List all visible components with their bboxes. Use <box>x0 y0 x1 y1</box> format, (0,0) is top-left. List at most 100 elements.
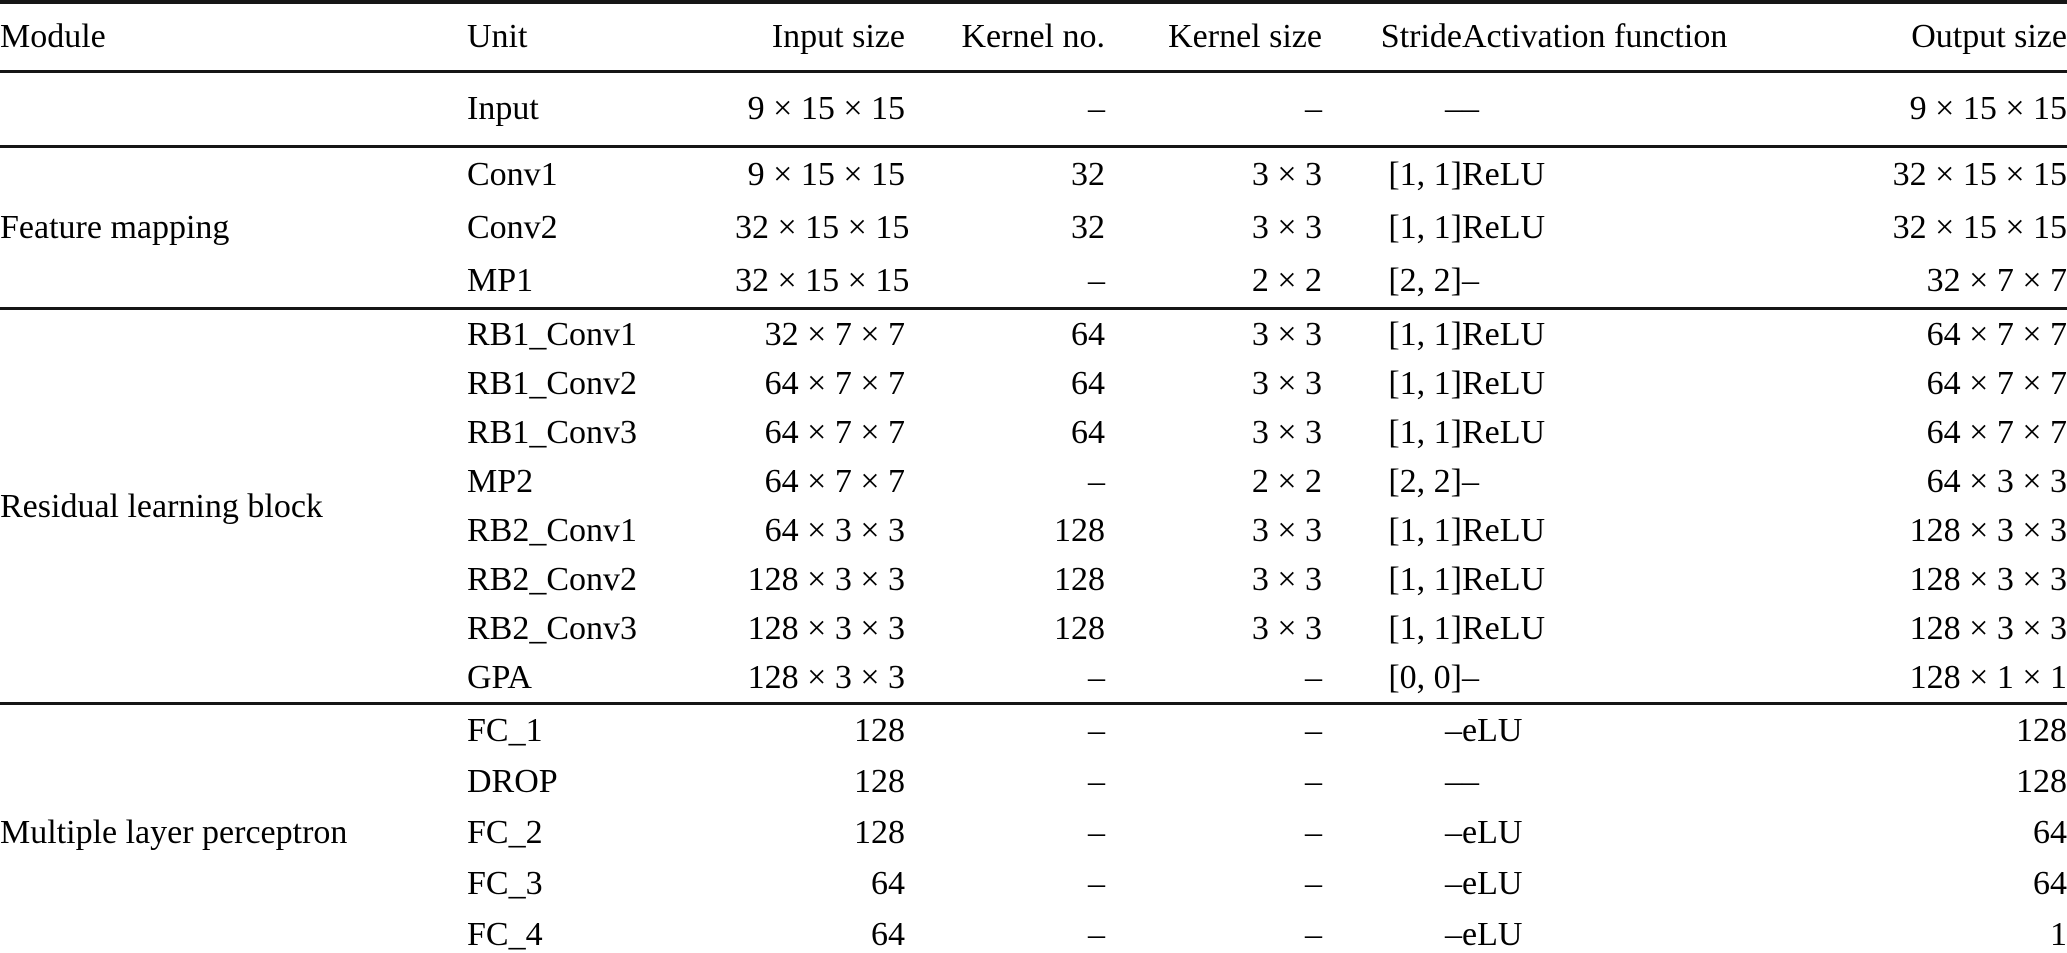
table-row: DROP 128– – – –128 <box>0 756 2067 807</box>
cell-output-size: 128 × 3 × 3 <box>1909 512 2067 549</box>
cell-kernel-no: 64 <box>1071 414 1105 451</box>
cell-unit: RB1_Conv3 <box>467 414 638 451</box>
table-header: Module Unit Input size Kernel no. Kernel… <box>0 2 2067 72</box>
cell-input-size: 32 × 15 × 15 <box>735 262 910 299</box>
cell-kernel-size: 3 × 3 <box>1251 561 1322 598</box>
cell-output-size: 1 <box>2050 916 2067 953</box>
cell-activation: ReLU <box>1462 316 1546 353</box>
cell-unit: RB2_Conv1 <box>467 512 638 549</box>
table-row: FC_3 64– – – eLU 64 <box>0 858 2067 909</box>
cell-activation: ReLU <box>1462 512 1546 549</box>
table-row: RB2_Conv1 64 × 3 × 3 128 3 × 3 [1, 1] ReLU 128… <box>0 506 2067 555</box>
cell-module: Multiple layer perceptron <box>0 814 348 851</box>
cell-unit: FC_4 <box>467 916 543 953</box>
cell-output-size: 128 <box>2016 712 2067 749</box>
cell-kernel-size: – <box>1305 712 1322 749</box>
cell-input-size: 128 <box>854 712 905 749</box>
cell-output-size: 64 <box>2033 814 2067 851</box>
table-row: RB1_Conv2 64 × 7 × 7 64 3 × 3 [1, 1] ReLU 64 ×… <box>0 359 2067 408</box>
cell-activation: – <box>1462 659 1479 696</box>
table-section: Multiple layer perceptron FC_1 128– – – eLU 12… <box>0 703 2067 953</box>
cell-output-size: 32 × 7 × 7 <box>1926 262 2067 299</box>
cell-output-size: 32 × 15 × 15 <box>1892 156 2067 193</box>
cell-kernel-size: 3 × 3 <box>1251 156 1322 193</box>
cell-output-size: 64 × 3 × 3 <box>1926 463 2067 500</box>
cell-stride: [0, 0] <box>1388 659 1462 696</box>
cell-kernel-no: – <box>1088 865 1105 902</box>
cell-kernel-size: – <box>1305 763 1322 800</box>
cell-output-size: 32 × 15 × 15 <box>1892 209 2067 246</box>
cell-stride: [1, 1] <box>1388 156 1462 193</box>
cell-activation: ReLU <box>1462 365 1546 402</box>
cell-activation: ReLU <box>1462 414 1546 451</box>
cell-stride: – <box>1445 763 1462 800</box>
cell-output-size: 64 × 7 × 7 <box>1926 414 2067 451</box>
cell-unit: FC_3 <box>467 865 543 902</box>
col-header-unit: Unit <box>467 18 528 55</box>
cell-kernel-no: 128 <box>1054 610 1105 647</box>
cell-kernel-no: – <box>1088 763 1105 800</box>
cell-activation: – <box>1462 90 1479 127</box>
cell-stride: [1, 1] <box>1388 610 1462 647</box>
col-header-kernel-size: Kernel size <box>1168 18 1322 55</box>
cell-input-size: 64 × 3 × 3 <box>764 512 905 549</box>
col-header-module: Module <box>0 18 106 55</box>
table-row: GPA 128 × 3 × 3– – [0, 0] –128 × 1 × 1 <box>0 653 2067 704</box>
cell-activation: – <box>1462 262 1479 299</box>
cell-activation: eLU <box>1462 712 1523 749</box>
cell-input-size: 64 × 7 × 7 <box>764 414 905 451</box>
cell-input-size: 32 × 15 × 15 <box>735 209 910 246</box>
table-row: Residual learning block RB1_Conv1 32 × 7 ×… <box>0 309 2067 525</box>
cell-unit: RB1_Conv1 <box>467 316 638 353</box>
header-row: Module Unit Input size Kernel no. Kernel… <box>0 2 2067 72</box>
cell-stride: [1, 1] <box>1388 561 1462 598</box>
cell-kernel-no: 32 <box>1071 209 1105 246</box>
cell-activation: ReLU <box>1462 561 1546 598</box>
cell-unit: DROP <box>467 763 558 800</box>
cell-kernel-size: 3 × 3 <box>1251 414 1322 451</box>
table-row: Feature mapping Conv1 9 × 15 × 15 32 3 × 3 [1… <box>0 147 2067 246</box>
cell-stride: [1, 1] <box>1388 512 1462 549</box>
cell-input-size: 128 <box>854 814 905 851</box>
table-section: Feature mapping Conv1 9 × 15 × 15 32 3 × 3 [1… <box>0 146 2067 309</box>
cell-kernel-size: 3 × 3 <box>1251 365 1322 402</box>
cell-kernel-no: 64 <box>1071 316 1105 353</box>
table-row: Input 9 × 15 × 15– – – –9 × 15 × 15 <box>0 72 2067 147</box>
cell-output-size: 128 <box>2016 763 2067 800</box>
cell-input-size: 64 <box>871 865 905 902</box>
cell-input-size: 128 × 3 × 3 <box>747 610 905 647</box>
cell-kernel-size: – <box>1305 916 1322 953</box>
cell-input-size: 128 × 3 × 3 <box>747 659 905 696</box>
col-header-activation: Activation function <box>1462 18 1728 55</box>
table-row: Conv2 32 × 15 × 15 32 3 × 3 [1, 1] ReLU 32 × 1… <box>0 201 2067 254</box>
cell-unit: Input <box>467 90 539 127</box>
cell-unit: FC_1 <box>467 712 543 749</box>
cell-activation: ReLU <box>1462 156 1546 193</box>
cell-kernel-no: 64 <box>1071 365 1105 402</box>
cell-input-size: 64 × 7 × 7 <box>764 463 905 500</box>
cell-kernel-no: – <box>1088 814 1105 851</box>
table-section: Residual learning block RB1_Conv1 32 × 7 ×… <box>0 308 2067 704</box>
cell-output-size: 9 × 15 × 15 <box>1909 90 2067 127</box>
cell-stride: [1, 1] <box>1388 365 1462 402</box>
cell-kernel-size: 3 × 3 <box>1251 316 1322 353</box>
cell-activation: eLU <box>1462 916 1523 953</box>
cell-module: Residual learning block <box>0 487 323 525</box>
cell-stride: – <box>1445 814 1462 851</box>
cell-stride: – <box>1445 90 1462 127</box>
cell-stride: [1, 1] <box>1388 209 1462 246</box>
cell-kernel-no: – <box>1088 262 1105 299</box>
cell-activation: eLU <box>1462 814 1523 851</box>
cell-kernel-size: 3 × 3 <box>1251 209 1322 246</box>
cell-stride: [2, 2] <box>1388 262 1462 299</box>
table-row: MP2 64 × 7 × 7–2 × 2 [2, 2] –64 × 3 × 3 <box>0 457 2067 506</box>
cell-stride: [1, 1] <box>1388 414 1462 451</box>
table-row: FC_4 64– – – eLU 1 <box>0 909 2067 953</box>
cell-activation: eLU <box>1462 865 1523 902</box>
cell-kernel-size: – <box>1305 814 1322 851</box>
col-header-output-size: Output size <box>1911 18 2067 55</box>
cell-kernel-no: 32 <box>1071 156 1105 193</box>
cell-kernel-no: – <box>1088 463 1105 500</box>
cell-unit: RB1_Conv2 <box>467 365 638 402</box>
